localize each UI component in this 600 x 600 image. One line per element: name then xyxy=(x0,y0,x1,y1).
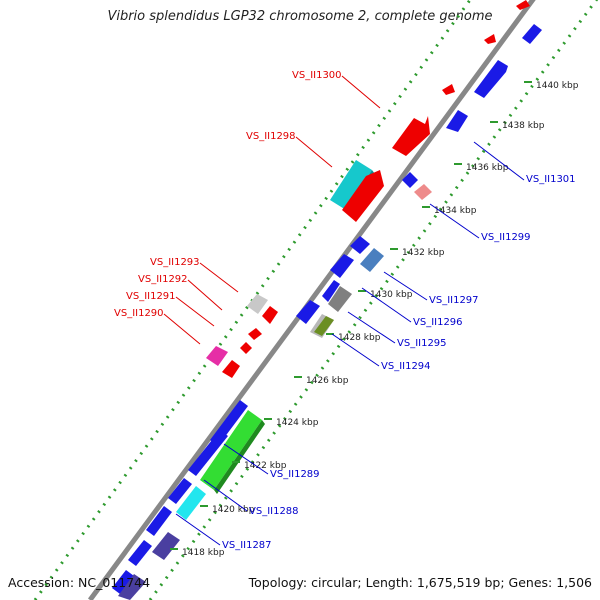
scale-tick-label: 1440 kbp xyxy=(536,81,579,91)
gene-vs_ii1289[interactable] xyxy=(200,410,265,494)
gene-vs_ii1298[interactable] xyxy=(330,160,384,222)
gene-vs_ii1301[interactable] xyxy=(402,24,542,188)
map-title: Vibrio splendidus LGP32 chromosome 2, co… xyxy=(107,9,493,24)
gene-vs_ii1292[interactable] xyxy=(248,328,262,340)
left-gene-labels: VS_II1300 VS_II1298 VS_II1293 VS_II1292 VS_I… xyxy=(114,70,381,345)
gene-vs_ii1297[interactable] xyxy=(350,236,384,272)
gene-label-vs_ii1287[interactable]: VS_II1287 xyxy=(222,540,272,551)
gene-label-vs_ii1290[interactable]: VS_II1290 xyxy=(114,308,164,319)
gene-vs_ii1294[interactable] xyxy=(314,316,334,336)
gene-vs_ii1287[interactable] xyxy=(118,532,180,600)
gene-label-vs_ii1288[interactable]: VS_II1288 xyxy=(249,506,299,517)
scale-ticks: 1418 kbp 1420 kbp 1422 kbp 1424 kbp 1426 kbp… xyxy=(170,81,579,558)
scale-tick-label: 1432 kbp xyxy=(402,248,445,258)
gene-label-vs_ii1291[interactable]: VS_II1291 xyxy=(126,291,176,302)
gene-blue-block-left[interactable] xyxy=(112,400,248,594)
scale-tick-label: 1436 kbp xyxy=(466,163,509,173)
scale-tick-label: 1428 kbp xyxy=(338,333,381,343)
gene-label-vs_ii1292[interactable]: VS_II1292 xyxy=(138,274,188,285)
scale-tick-label: 1430 kbp xyxy=(370,290,413,300)
gene-label-vs_ii1294[interactable]: VS_II1294 xyxy=(381,361,431,372)
gene-vs_ii1288[interactable] xyxy=(176,486,206,520)
scale-tick-label: 1426 kbp xyxy=(306,376,349,386)
scale-tick-label: 1434 kbp xyxy=(434,206,477,216)
scale-tick-label: 1422 kbp xyxy=(244,461,287,471)
gene-vs_ii1299[interactable] xyxy=(414,184,432,200)
gene-label-vs_ii1297[interactable]: VS_II1297 xyxy=(429,295,479,306)
scale-tick-label: 1438 kbp xyxy=(502,121,545,131)
gene-vs_ii1300[interactable] xyxy=(392,116,430,156)
scale-tick-label: 1424 kbp xyxy=(276,418,319,428)
gene-label-vs_ii1295[interactable]: VS_II1295 xyxy=(397,338,447,349)
right-gene-labels: VS_II1301 VS_II1299 VS_II1297 VS_II1296 VS_I… xyxy=(175,141,576,551)
chromosome-backbone xyxy=(87,0,536,600)
gene-label-vs_ii1300[interactable]: VS_II1300 xyxy=(292,70,342,81)
gene-vs_ii1291[interactable] xyxy=(240,342,252,354)
gene-label-vs_ii1289[interactable]: VS_II1289 xyxy=(270,469,320,480)
gene-label-vs_ii1301[interactable]: VS_II1301 xyxy=(526,174,576,185)
gene-vs_ii1293[interactable] xyxy=(247,294,278,324)
accession-text: Accession: NC_011744 xyxy=(8,575,151,590)
gene-label-vs_ii1298[interactable]: VS_II1298 xyxy=(246,131,296,142)
gene-vs_ii1290[interactable] xyxy=(206,346,240,378)
gene-label-vs_ii1293[interactable]: VS_II1293 xyxy=(150,257,200,268)
gene-label-vs_ii1296[interactable]: VS_II1296 xyxy=(413,317,463,328)
scale-tick-label: 1420 kbp xyxy=(212,505,255,515)
gene-red-small[interactable] xyxy=(442,0,530,95)
scale-tick-label: 1418 kbp xyxy=(182,548,225,558)
gene-label-vs_ii1299[interactable]: VS_II1299 xyxy=(481,232,531,243)
gene-vs_ii1296[interactable] xyxy=(322,254,354,312)
genome-summary-text: Topology: circular; Length: 1,675,519 bp… xyxy=(248,575,592,590)
